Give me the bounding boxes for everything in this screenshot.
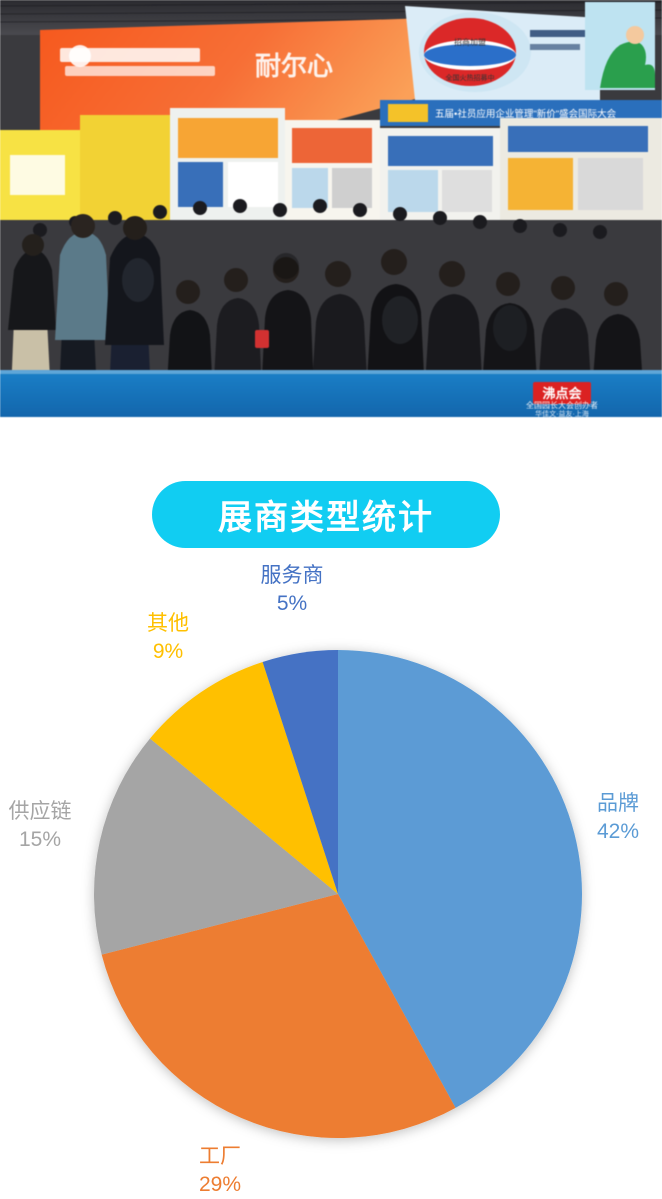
svg-text:其他: 其他 <box>147 612 189 635</box>
svg-text:42%: 42% <box>597 820 639 843</box>
svg-text:5%: 5% <box>277 592 307 615</box>
svg-text:9%: 9% <box>153 640 183 663</box>
svg-text:品牌: 品牌 <box>597 792 639 815</box>
svg-text:工厂: 工厂 <box>199 1145 241 1168</box>
svg-text:服务商: 服务商 <box>261 564 324 587</box>
svg-text:15%: 15% <box>19 828 61 851</box>
svg-text:供应链: 供应链 <box>9 800 72 823</box>
svg-text:29%: 29% <box>199 1173 241 1196</box>
